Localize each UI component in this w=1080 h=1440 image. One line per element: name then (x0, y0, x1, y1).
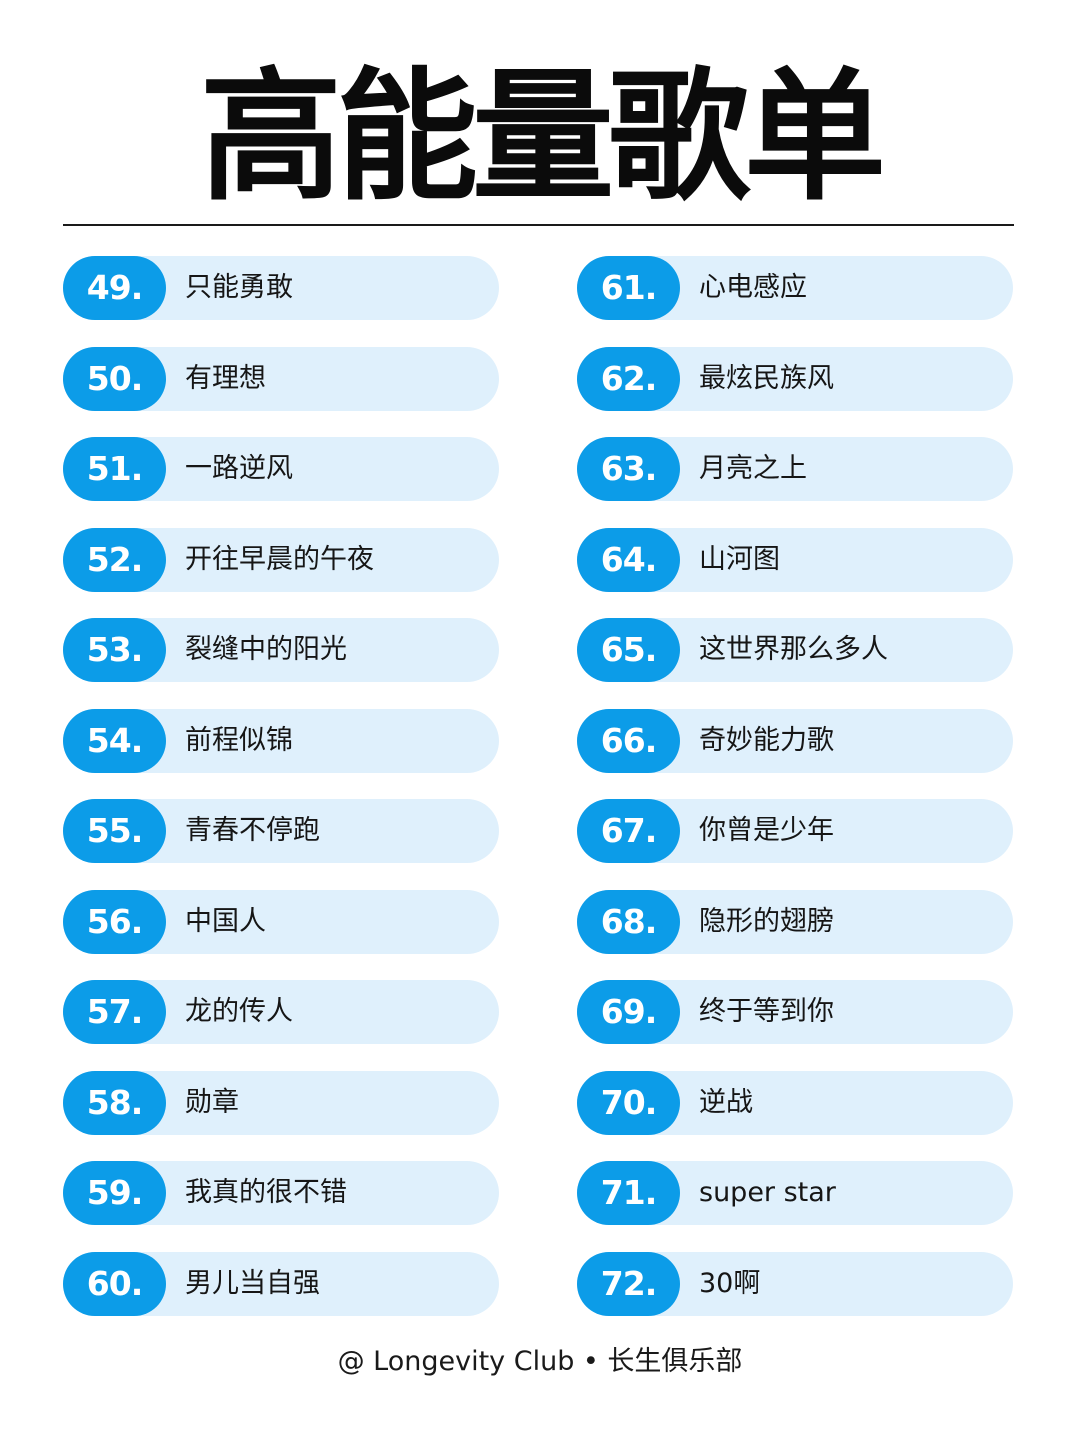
song-number-badge: 50. (63, 346, 166, 411)
song-title: 30啊 (699, 1267, 761, 1299)
song-item: 68. 隐形的翅膀 (577, 889, 1013, 954)
song-number-badge: 64. (577, 527, 680, 592)
song-title: 最炫民族风 (699, 362, 834, 394)
song-title: 龙的传人 (185, 996, 293, 1027)
song-item: 66. 奇妙能力歌 (577, 708, 1013, 773)
song-title: 山河图 (699, 543, 780, 575)
song-item: 61. 心电感应 (577, 256, 1013, 320)
song-number-badge: 70. (577, 1070, 680, 1135)
song-number-badge: 61. (577, 256, 680, 320)
song-number-badge: 68. (577, 889, 680, 954)
song-title: 心电感应 (699, 272, 807, 303)
song-title: super star (699, 1177, 836, 1208)
song-item: 69. 终于等到你 (577, 980, 1013, 1044)
song-number-badge: 49. (63, 256, 166, 320)
song-title: 前程似锦 (185, 724, 293, 756)
song-item: 55. 青春不停跑 (63, 799, 499, 863)
song-item: 50. 有理想 (63, 346, 499, 411)
song-number-badge: 62. (577, 346, 680, 411)
song-number-badge: 60. (63, 1251, 166, 1316)
song-title: 我真的很不错 (185, 1177, 347, 1208)
song-item: 62. 最炫民族风 (577, 346, 1013, 411)
song-item: 53. 裂缝中的阳光 (63, 618, 499, 682)
song-title: 男儿当自强 (185, 1267, 320, 1299)
song-number-badge: 55. (63, 799, 166, 863)
song-title: 有理想 (185, 362, 266, 394)
song-item: 65. 这世界那么多人 (577, 618, 1013, 682)
song-number-badge: 51. (63, 437, 166, 501)
song-title: 一路逆风 (185, 453, 293, 484)
song-title: 你曾是少年 (699, 815, 834, 846)
song-number-badge: 72. (577, 1251, 680, 1316)
song-number-badge: 63. (577, 437, 680, 501)
song-title: 奇妙能力歌 (699, 724, 834, 756)
song-item: 57. 龙的传人 (63, 980, 499, 1044)
song-item: 58. 勋章 (63, 1070, 499, 1135)
song-number-badge: 66. (577, 708, 680, 773)
song-item: 72. 30啊 (577, 1251, 1013, 1316)
page-title: 高能量歌单 (200, 55, 886, 220)
song-title: 只能勇敢 (185, 272, 293, 303)
song-item: 56. 中国人 (63, 889, 499, 954)
song-title: 裂缝中的阳光 (185, 634, 347, 665)
footer-credit: @ Longevity Club • 长生俱乐部 (337, 1346, 743, 1377)
song-list-right: 61. 心电感应 62. 最炫民族风 63. 月亮之上 64. 山河图 65. 这世界那么… (577, 256, 1013, 1342)
song-title: 开往早晨的午夜 (185, 543, 374, 575)
song-title: 终于等到你 (699, 996, 834, 1027)
song-number-badge: 69. (577, 980, 680, 1044)
song-item: 51. 一路逆风 (63, 437, 499, 501)
title-divider (63, 224, 1014, 226)
song-item: 70. 逆战 (577, 1070, 1013, 1135)
song-number-badge: 67. (577, 799, 680, 863)
song-item: 59. 我真的很不错 (63, 1161, 499, 1225)
song-title: 勋章 (185, 1086, 239, 1118)
song-number-badge: 52. (63, 527, 166, 592)
song-number-badge: 56. (63, 889, 166, 954)
song-number-badge: 58. (63, 1070, 166, 1135)
song-item: 49. 只能勇敢 (63, 256, 499, 320)
song-item: 52. 开往早晨的午夜 (63, 527, 499, 592)
song-item: 71. super star (577, 1161, 1013, 1225)
song-title: 月亮之上 (699, 453, 807, 484)
song-title: 中国人 (185, 905, 266, 937)
song-list-left: 49. 只能勇敢 50. 有理想 51. 一路逆风 52. 开往早晨的午夜 53. 裂缝中… (63, 256, 499, 1342)
song-item: 67. 你曾是少年 (577, 799, 1013, 863)
song-number-badge: 54. (63, 708, 166, 773)
song-number-badge: 53. (63, 618, 166, 682)
song-item: 60. 男儿当自强 (63, 1251, 499, 1316)
song-title: 这世界那么多人 (699, 634, 888, 665)
song-title: 青春不停跑 (185, 815, 320, 846)
song-title: 隐形的翅膀 (699, 905, 834, 937)
song-item: 64. 山河图 (577, 527, 1013, 592)
song-number-badge: 65. (577, 618, 680, 682)
song-item: 54. 前程似锦 (63, 708, 499, 773)
song-title: 逆战 (699, 1086, 753, 1118)
song-item: 63. 月亮之上 (577, 437, 1013, 501)
song-number-badge: 59. (63, 1161, 166, 1225)
song-number-badge: 57. (63, 980, 166, 1044)
song-number-badge: 71. (577, 1161, 680, 1225)
